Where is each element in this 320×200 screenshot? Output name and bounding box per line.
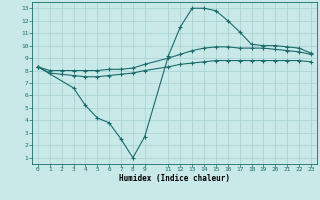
X-axis label: Humidex (Indice chaleur): Humidex (Indice chaleur) [119, 174, 230, 183]
